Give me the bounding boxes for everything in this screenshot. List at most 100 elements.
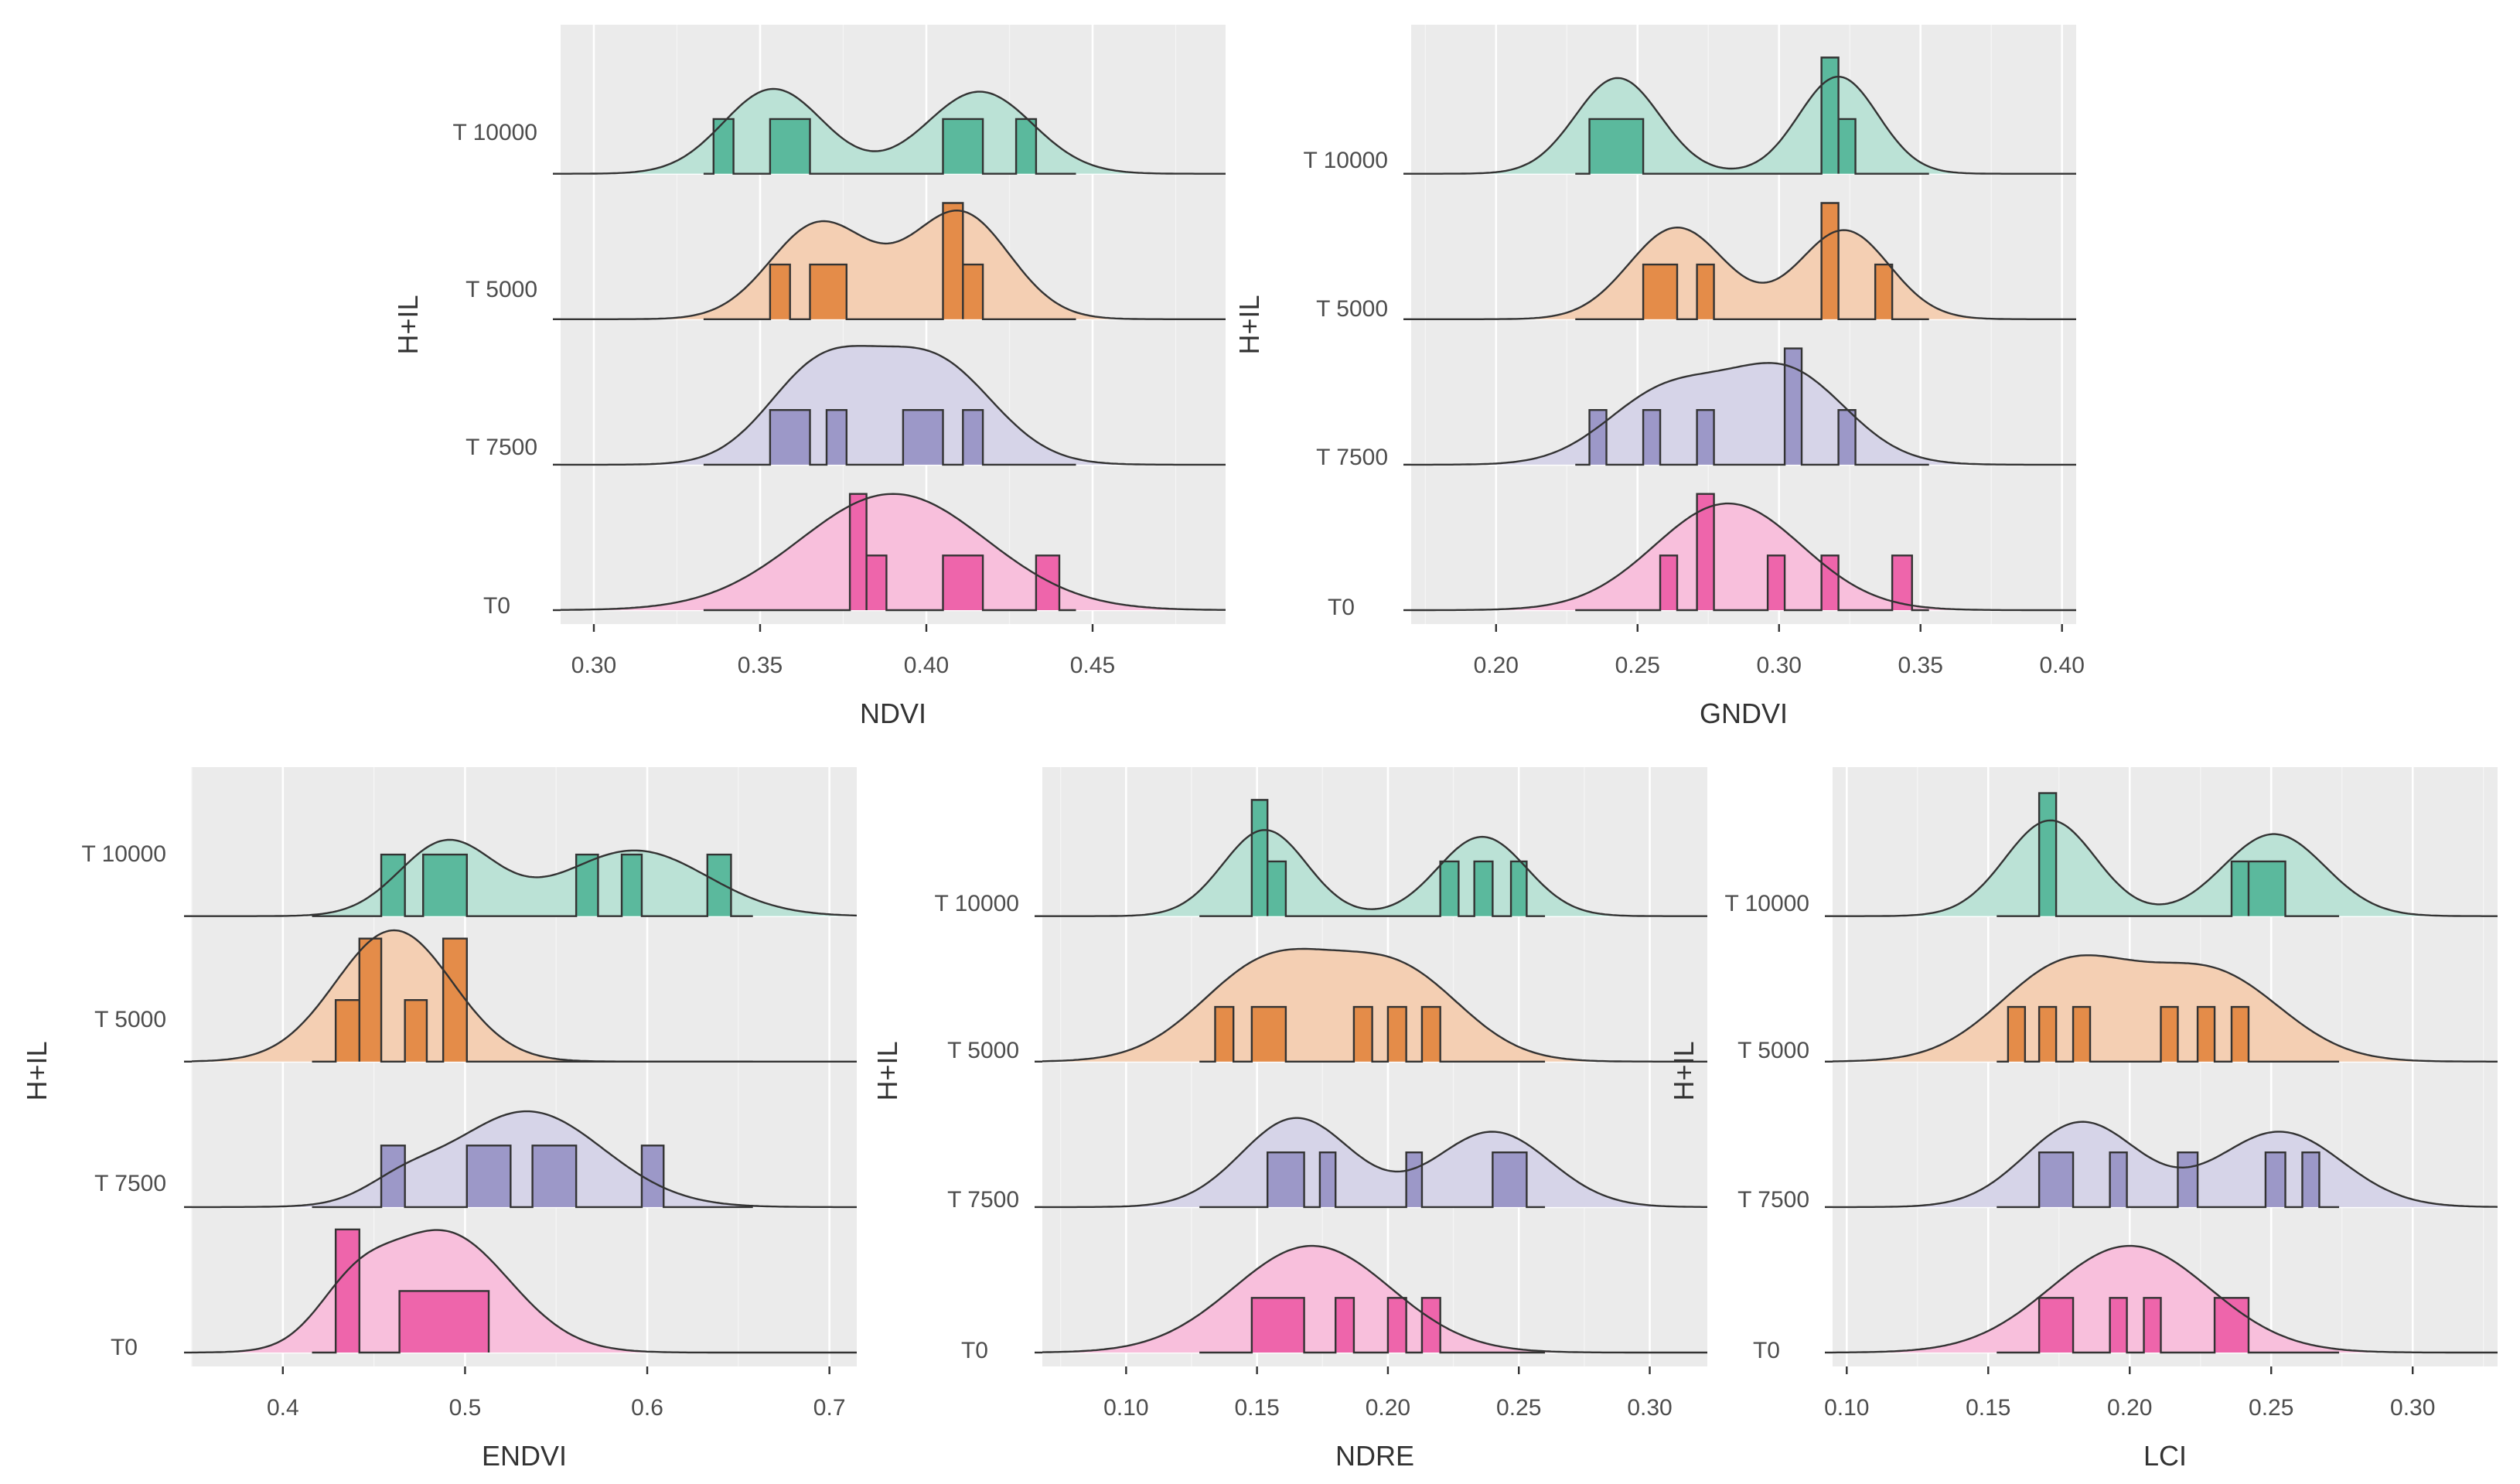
ndvi-histogram-bar [902, 410, 943, 465]
lci-ridge [1833, 1121, 2498, 1209]
endvi-y-tick-label: T 5000 [94, 1007, 166, 1032]
gndvi-ridge [1411, 202, 2076, 320]
gndvi-ridge-fill [1411, 77, 2076, 174]
lci-histogram-bar [2039, 1298, 2074, 1353]
lci-density-line [1832, 954, 2498, 1063]
panel-lci: H+IL LCI T0 T 7500 T 5000 T 10000 0.10 0… [1668, 767, 2498, 1472]
lci-histogram-bar [2160, 1007, 2178, 1062]
gndvi-ridge [1411, 56, 2076, 175]
ndvi-density-line [561, 209, 1226, 320]
ndre-histogram-outline [1199, 799, 1546, 917]
panel-ndvi: H+IL NDVI T0 T 7500 T 5000 T 10000 0.30 … [392, 25, 1226, 729]
lci-ridge-fill [1833, 820, 2498, 916]
lci-density-line [1833, 1121, 2498, 1209]
gndvi-density-line [1411, 502, 2076, 612]
gndvi-x-tick-label: 0.20 [1474, 653, 1519, 678]
lci-ridge [1832, 954, 2498, 1063]
endvi-ridge-fill [192, 840, 857, 916]
gndvi-y-tick-label: T 10000 [1303, 148, 1388, 173]
gndvi-histogram-bar [1768, 555, 1785, 610]
endvi-density-line [192, 1110, 857, 1209]
lci-density-line [1833, 1244, 2498, 1354]
ndvi-histogram-outline [703, 408, 1076, 466]
endvi-histogram-bar [399, 1291, 489, 1353]
lci-histogram-bar [2109, 1298, 2127, 1353]
gndvi-histogram-bar [1589, 118, 1644, 174]
lci-x-tick-label: 0.30 [2390, 1395, 2435, 1421]
lci-x-tick-label: 0.10 [1824, 1395, 1869, 1421]
endvi-histogram-outline [312, 937, 753, 1063]
ndvi-histogram-bar [769, 410, 810, 465]
ndvi-y-tick-label: T 7500 [465, 435, 537, 460]
ndre-histogram-outline [1199, 1151, 1546, 1209]
ndvi-histogram-bar [827, 410, 847, 465]
ndre-density-line [1042, 1117, 1707, 1209]
ndre-density-line [1042, 947, 1707, 1063]
ndre-histogram-bar [1474, 861, 1493, 916]
ndre-ridge [1042, 1244, 1707, 1354]
endvi-y-tick-label: T 10000 [81, 841, 166, 867]
gndvi-histogram-bar [1875, 264, 1893, 319]
ndre-y-tick-label: T 10000 [934, 891, 1019, 916]
gndvi-density-line [1411, 75, 2076, 175]
gndvi-histogram-outline [1575, 56, 1929, 175]
ndvi-density-line [561, 493, 1226, 611]
ndvi-histogram-bar [943, 118, 984, 174]
ndre-histogram-bar [1387, 1007, 1407, 1062]
ndre-y-tick-label: T0 [961, 1338, 988, 1363]
lci-y-tick-label: T 5000 [1737, 1038, 1809, 1063]
gndvi-ridge [1411, 493, 2076, 612]
endvi-y-tick-label: T 7500 [94, 1171, 166, 1196]
ndre-histogram-bar [1406, 1152, 1422, 1207]
endvi-histogram-bar [532, 1145, 577, 1207]
ndre-histogram-bar [1267, 861, 1286, 916]
ndre-ridge-fill [1042, 1117, 1707, 1207]
gndvi-histogram-outline [1575, 202, 1929, 320]
endvi-histogram-outline [312, 1228, 490, 1354]
ndvi-x-axis-title: NDVI [860, 698, 926, 729]
ndre-y-tick-label: T 5000 [947, 1038, 1019, 1063]
endvi-histogram-bar [423, 855, 467, 916]
endvi-histogram-outline [312, 853, 753, 917]
panel-ndre: H+IL NDRE T0 T 7500 T 5000 T 10000 0.10 … [871, 767, 1707, 1472]
endvi-ridge [192, 1228, 857, 1354]
endvi-histogram-bar [359, 938, 382, 1062]
ndvi-histogram-outline [703, 493, 1076, 612]
endvi-histogram-bar [466, 1145, 511, 1207]
ndvi-y-tick-label: T0 [483, 593, 510, 619]
ndre-histogram-bar [1251, 800, 1268, 916]
ndre-histogram-bar [1421, 1007, 1441, 1062]
gndvi-histogram-bar [1643, 410, 1661, 465]
endvi-histogram-bar [641, 1145, 664, 1207]
ndvi-y-tick-label: T 10000 [452, 120, 537, 145]
gndvi-histogram-bar [1696, 264, 1714, 319]
ndvi-histogram-bar [963, 264, 984, 319]
ndvi-ridge-fill [561, 210, 1226, 319]
ndre-histogram-bar [1251, 1007, 1286, 1062]
gndvi-histogram-outline [1575, 493, 1929, 612]
ndvi-x-tick-label: 0.45 [1070, 653, 1115, 678]
lci-histogram-bar [2232, 1007, 2249, 1062]
endvi-histogram-bar [622, 855, 642, 916]
lci-histogram-bar [2039, 1152, 2074, 1207]
ndvi-histogram-bar [713, 118, 734, 174]
ndre-histogram-bar [1440, 861, 1459, 916]
gndvi-histogram-outline [1575, 347, 1929, 466]
endvi-ridge-fill [192, 1111, 857, 1207]
endvi-y-axis-title: H+IL [21, 1041, 53, 1100]
ndvi-x-tick-label: 0.30 [571, 653, 616, 678]
lci-x-axis-title: LCI [2143, 1440, 2187, 1472]
endvi-ridge [192, 838, 858, 917]
ndre-x-tick-label: 0.25 [1496, 1395, 1541, 1421]
ndre-ridge [1042, 1117, 1707, 1209]
ndre-histogram-outline [1199, 1297, 1546, 1354]
gndvi-x-tick-label: 0.30 [1757, 653, 1802, 678]
ndre-histogram-bar [1267, 1152, 1304, 1207]
ndre-histogram-bar [1319, 1152, 1336, 1207]
ndre-ridge [1042, 799, 1707, 917]
lci-histogram-bar [2109, 1152, 2127, 1207]
lci-histogram-bar [2198, 1007, 2215, 1062]
lci-histogram-bar [2007, 1007, 2025, 1062]
endvi-histogram-outline [312, 1145, 753, 1209]
gndvi-histogram-bar [1696, 410, 1714, 465]
